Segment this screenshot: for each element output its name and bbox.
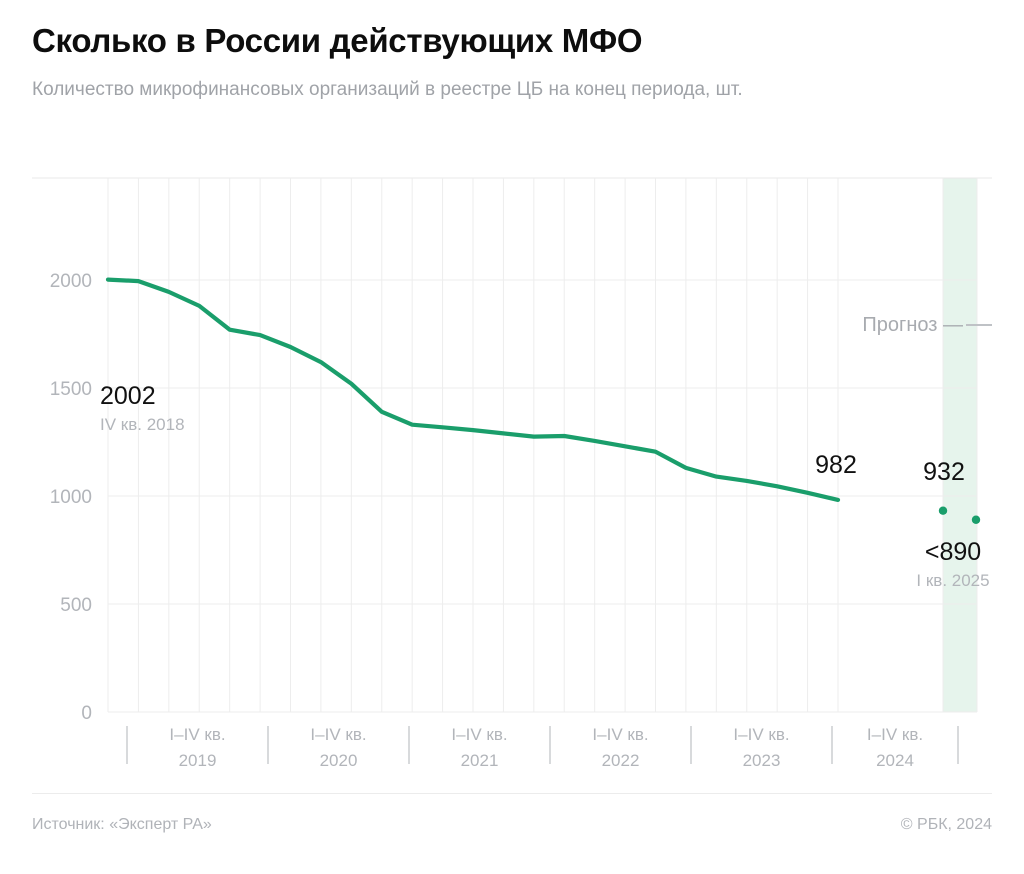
x-group-label-year-2020: 2020 bbox=[320, 751, 358, 770]
vertical-gridlines bbox=[107, 178, 978, 712]
source-label: Источник: «Эксперт РА» bbox=[32, 816, 212, 833]
callout-last-actual-value: 982 bbox=[815, 451, 857, 479]
page-title: Сколько в России действующих МФО bbox=[32, 22, 643, 59]
line-chart: 0 500 1000 1500 2000 2002 IV кв. 2018 982 Пр… bbox=[32, 177, 992, 770]
x-group-label-year-2023: 2023 bbox=[743, 751, 781, 770]
x-group-label-year-2022: 2022 bbox=[602, 751, 640, 770]
x-group-label-quarters-2022: I–IV кв. bbox=[592, 725, 648, 744]
y-tick-label-0: 0 bbox=[81, 703, 92, 724]
forecast-label: Прогноз — bbox=[862, 314, 963, 336]
y-tick-label-1500: 1500 bbox=[50, 379, 92, 400]
callout-start-value: 2002 bbox=[100, 382, 156, 410]
x-group-label-quarters-2019: I–IV кв. bbox=[169, 725, 225, 744]
chart-container: 0 500 1000 1500 2000 2002 IV кв. 2018 982 Пр… bbox=[0, 168, 1024, 793]
data-line-actual bbox=[105, 277, 841, 502]
callout-forecast-1-value: 932 bbox=[923, 458, 965, 486]
y-tick-label-1000: 1000 bbox=[50, 487, 92, 508]
x-group-label-year-2021: 2021 bbox=[461, 751, 499, 770]
x-group-label-quarters-2020: I–IV кв. bbox=[310, 725, 366, 744]
horizontal-gridlines bbox=[108, 279, 977, 713]
x-group-label-quarters-2024: I–IV кв. bbox=[867, 725, 923, 744]
forecast-band bbox=[943, 178, 977, 712]
x-group-label-year-2019: 2019 bbox=[179, 751, 217, 770]
forecast-points bbox=[938, 506, 981, 524]
copyright-label: © РБК, 2024 bbox=[900, 816, 992, 833]
x-axis: I–IV кв. 2019 I–IV кв. 2020 I–IV кв. 2021 I–IV… bbox=[126, 725, 959, 770]
x-group-label-year-2024: 2024 bbox=[876, 751, 914, 770]
y-tick-label-2000: 2000 bbox=[50, 271, 92, 292]
callout-forecast-2-value: <890 bbox=[925, 538, 981, 566]
chart-footer: Источник: «Эксперт РА» © РБК, 2024 bbox=[32, 793, 992, 853]
chart-header: Сколько в России действующих МФО Количес… bbox=[32, 0, 992, 104]
x-group-label-quarters-2023: I–IV кв. bbox=[733, 725, 789, 744]
forecast-point-2 bbox=[971, 515, 981, 524]
callout-forecast-2-period: I кв. 2025 bbox=[916, 571, 989, 590]
y-axis-ticks: 0 500 1000 1500 2000 bbox=[50, 271, 92, 724]
x-group-label-quarters-2021: I–IV кв. bbox=[451, 725, 507, 744]
y-tick-label-500: 500 bbox=[60, 595, 92, 616]
callout-start-period: IV кв. 2018 bbox=[100, 415, 185, 434]
forecast-point-1 bbox=[938, 506, 948, 515]
chart-subtitle: Количество микрофинансовых организаций в… bbox=[32, 78, 743, 100]
